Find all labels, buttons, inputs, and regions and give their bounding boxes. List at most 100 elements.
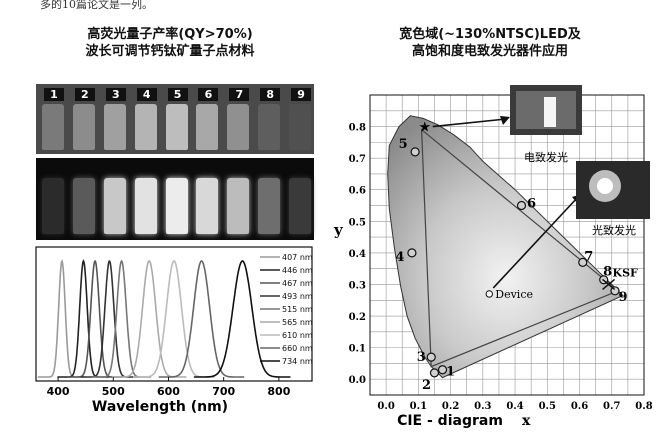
right-panel-title: 宽色域(~130%NTSC)LED及 高饱和度电致发光器件应用: [340, 26, 640, 60]
cie-y-tick-label: 0.0: [349, 375, 366, 386]
vial-uv-4: [134, 178, 157, 234]
vial-uv-8: [258, 178, 281, 234]
pl-x-tick-label: 600: [157, 385, 180, 398]
cie-point-label-6: 6: [527, 197, 536, 212]
vial-daylight-4: [134, 104, 157, 150]
device-point: [485, 290, 493, 298]
pl-device-photo: [576, 161, 650, 219]
pl-legend-label: 493 nm: [282, 292, 313, 301]
cie-point-label-4: 4: [395, 250, 404, 265]
left-title-line1: 高荧光量子产率(QY>70%): [87, 27, 253, 42]
cie-x-tick-label: 0.6: [571, 401, 588, 412]
vial-uv-9: [289, 178, 312, 234]
cie-x-tick-label: 0.5: [539, 401, 556, 412]
pl-legend-label: 734 nm: [282, 357, 313, 366]
vial-uv-5: [165, 178, 188, 234]
cie-point-label-8: 8: [603, 265, 612, 280]
vial-number-4: 4: [136, 88, 157, 101]
cie-point-label-1: 1: [446, 365, 455, 380]
vial-uv-6: [196, 178, 219, 234]
pl-caption: 光致发光: [592, 223, 636, 237]
pl-legend-label: 446 nm: [282, 266, 313, 275]
cie-y-axis-label: y: [333, 221, 344, 239]
cie-y-tick-label: 0.1: [349, 344, 366, 355]
cie-point-2: [429, 368, 440, 378]
pl-curve-660: [158, 260, 245, 378]
ksf-label: KSF: [613, 266, 639, 279]
vial-uv-3: [103, 178, 126, 234]
partial-header-text: 多的10篇论文是一列。: [40, 0, 153, 10]
vial-daylight-2: [72, 104, 95, 150]
cie-x-tick-label: 0.0: [377, 401, 394, 412]
vial-uv-1: [42, 178, 64, 234]
pl-legend-label: 660 nm: [282, 344, 313, 353]
pl-legend: 407 nm 446 nm 467 nm 493 nm 515 nm 565 nm 610 …: [260, 253, 313, 366]
cie-x-tick-label: 0.1: [410, 401, 427, 412]
vial-daylight-5: [165, 104, 188, 150]
arrow-head-el: [500, 116, 510, 125]
cie-x-tick-label: 0.8: [635, 401, 652, 412]
cie-y-tick-label: 0.6: [349, 186, 366, 197]
cie-y-tick-label: 0.3: [349, 280, 366, 291]
cie-y-tick-label: 0.5: [349, 217, 366, 228]
el-caption: 电致发光: [524, 150, 568, 164]
pl-legend-label: 467 nm: [282, 279, 313, 288]
vial-daylight-6: [196, 104, 219, 150]
vial-number-8: 8: [260, 88, 281, 101]
cie-point-label-5: 5: [399, 137, 408, 152]
cie-y-tick-label: 0.2: [349, 312, 366, 323]
cie-point-label-2: 2: [422, 378, 431, 393]
right-title-line1: 宽色域(~130%NTSC)LED及: [399, 27, 581, 42]
star-marker: ★: [419, 120, 432, 136]
pl-x-tick-label: 400: [47, 385, 70, 398]
vial-uv-2: [72, 178, 95, 234]
vial-daylight-7: [227, 104, 250, 150]
cie-point-5: [410, 147, 420, 157]
cie-x-axis-label: x: [522, 413, 531, 429]
vial-number-2: 2: [74, 88, 95, 101]
device-label: Device: [495, 288, 533, 301]
cie-x-tick-label: 0.4: [506, 401, 523, 412]
vial-daylight-3: [103, 104, 126, 150]
pl-legend-label: 515 nm: [282, 305, 313, 314]
pl-spectra-chart: 407 nm 446 nm 467 nm 493 nm 515 nm 565 nm 610 …: [35, 246, 313, 415]
pl-x-ticks: 400 500 600 700 800: [47, 377, 291, 398]
arrow-to-pl: [492, 196, 579, 289]
vials-uv-photo: [36, 158, 314, 240]
cie-point-label-3: 3: [417, 350, 426, 365]
cie-x-tick-label: 0.3: [474, 401, 491, 412]
vial-daylight-9: [289, 104, 312, 150]
cie-x-tick-label: 0.2: [442, 401, 459, 412]
cie-point-7: [578, 257, 588, 267]
cie-x-caption: CIE - diagram: [397, 413, 503, 429]
cie-y-tick-label: 0.8: [349, 123, 366, 134]
vial-number-7: 7: [229, 88, 250, 101]
cie-point-6: [516, 200, 527, 211]
pl-x-tick-label: 500: [102, 385, 125, 398]
cie-axes: 0.0 0.1 0.2 0.3 0.4 0.5 0.6 0.7 0.8 0.0 0.1 0.2 0.3 0…: [349, 123, 652, 412]
vial-number-3: 3: [105, 88, 126, 101]
left-panel-title: 高荧光量子产率(QY>70%) 波长可调节钙钛矿量子点材料: [40, 26, 300, 60]
cie-frame: [369, 94, 645, 396]
pl-x-axis-label: Wavelength (nm): [92, 399, 228, 415]
pl-x-tick-label: 700: [212, 385, 235, 398]
vial-number-9: 9: [291, 88, 312, 101]
cie-point-label-9: 9: [618, 290, 627, 305]
pl-curves: [37, 259, 291, 378]
ksf-marker-b: [602, 278, 616, 291]
cie-y-tick-label: 0.4: [349, 249, 366, 260]
pl-photo-glow: [597, 178, 613, 194]
pl-legend-label: 565 nm: [282, 318, 313, 327]
vial-number-1: 1: [44, 88, 64, 101]
pl-curve-734: [193, 260, 291, 378]
left-title-line2: 波长可调节钙钛矿量子点材料: [85, 44, 255, 59]
vial-number-6: 6: [198, 88, 219, 101]
vial-number-5: 5: [167, 88, 188, 101]
pl-x-tick-label: 800: [267, 385, 290, 398]
gamut-triangle: [420, 128, 620, 368]
cie-x-tick-label: 0.7: [603, 401, 620, 412]
cie-points: 12 3 4 5 6 789 Device KSF ★: [395, 116, 638, 393]
arrow-to-el: [432, 118, 507, 128]
